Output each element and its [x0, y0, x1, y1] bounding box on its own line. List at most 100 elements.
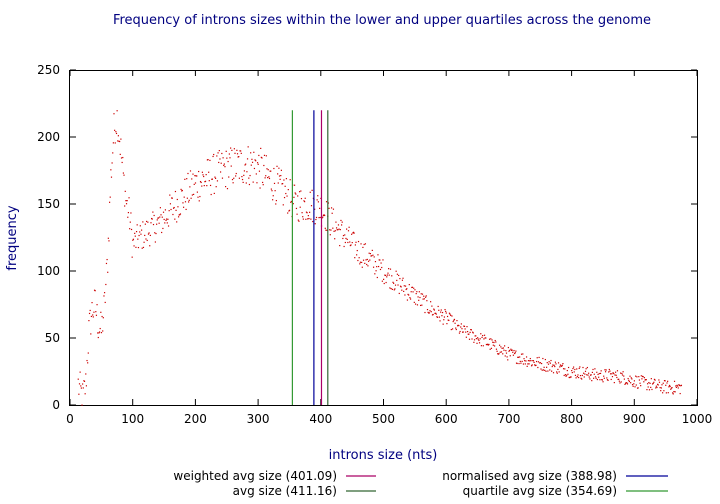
data-point — [611, 376, 614, 378]
data-point — [339, 244, 341, 247]
data-point — [263, 154, 266, 156]
data-point — [623, 375, 625, 377]
data-point — [177, 216, 180, 218]
data-point — [631, 378, 633, 380]
data-point — [391, 275, 393, 277]
data-point — [638, 379, 641, 381]
data-point — [326, 229, 328, 231]
data-point — [680, 385, 682, 387]
data-point — [416, 291, 418, 293]
data-point — [569, 376, 571, 379]
data-point — [478, 339, 480, 342]
data-point — [366, 258, 368, 261]
data-point — [213, 192, 215, 195]
data-point — [628, 379, 630, 381]
data-point — [216, 155, 218, 157]
data-point — [192, 173, 194, 175]
data-point — [125, 203, 128, 205]
data-point — [233, 148, 235, 150]
data-point — [555, 363, 557, 365]
data-point — [527, 363, 529, 365]
data-point — [119, 153, 121, 155]
data-point — [488, 343, 490, 346]
data-point — [374, 261, 377, 263]
data-point — [446, 315, 449, 318]
data-point — [442, 323, 444, 325]
data-point — [618, 378, 620, 380]
data-point — [382, 259, 384, 261]
data-point — [670, 387, 672, 389]
data-point — [202, 174, 204, 176]
plot-frame — [69, 70, 698, 406]
data-point — [212, 155, 214, 158]
data-point — [177, 206, 179, 208]
data-point — [117, 135, 119, 137]
data-point — [620, 372, 622, 374]
data-point — [583, 376, 585, 378]
data-point — [256, 162, 259, 164]
data-point — [433, 308, 435, 310]
data-point — [129, 228, 131, 230]
data-point — [105, 262, 108, 265]
data-point — [213, 153, 215, 156]
data-point — [211, 178, 214, 180]
data-point — [318, 216, 320, 219]
data-point — [234, 152, 236, 154]
data-point — [399, 285, 402, 287]
data-point — [88, 312, 91, 315]
data-point — [195, 175, 197, 177]
data-point — [467, 333, 469, 335]
data-point — [544, 358, 546, 361]
data-point — [367, 265, 369, 267]
data-point — [407, 293, 409, 296]
data-point — [657, 384, 659, 386]
data-point — [267, 176, 269, 179]
data-point — [625, 382, 627, 384]
data-point — [680, 384, 683, 386]
data-point — [590, 374, 592, 376]
data-point — [386, 276, 388, 278]
data-point — [644, 379, 646, 381]
data-point — [368, 252, 370, 254]
data-point — [87, 352, 89, 354]
data-point — [379, 259, 381, 261]
data-point — [455, 327, 457, 329]
data-point — [498, 353, 500, 355]
data-point — [663, 379, 666, 382]
data-point — [288, 209, 291, 211]
data-point — [164, 209, 167, 211]
data-point — [551, 365, 553, 368]
data-point — [377, 254, 379, 256]
data-point — [556, 372, 558, 374]
data-point — [640, 375, 642, 377]
data-point — [78, 383, 81, 385]
data-point — [525, 356, 528, 358]
data-point — [97, 332, 99, 334]
data-point — [330, 207, 333, 209]
data-point — [160, 214, 162, 216]
data-point — [162, 227, 164, 230]
data-point — [599, 379, 601, 381]
data-point — [255, 173, 257, 175]
data-point — [485, 337, 487, 339]
data-point — [353, 232, 355, 234]
data-point — [429, 310, 431, 312]
legend-label: avg size (411.16) — [233, 484, 337, 498]
data-point — [132, 239, 134, 241]
data-point — [145, 220, 148, 223]
data-point — [362, 259, 365, 261]
data-point — [598, 372, 600, 375]
data-point — [265, 175, 267, 177]
data-point — [451, 328, 454, 330]
data-point — [87, 362, 89, 364]
data-point — [461, 328, 463, 330]
data-point — [563, 374, 565, 377]
data-point — [152, 211, 154, 213]
data-point — [246, 171, 248, 173]
data-point — [148, 232, 150, 234]
data-point — [451, 315, 453, 317]
data-point — [239, 150, 241, 152]
data-point — [415, 293, 417, 295]
data-point — [112, 152, 114, 154]
data-point — [165, 219, 167, 222]
